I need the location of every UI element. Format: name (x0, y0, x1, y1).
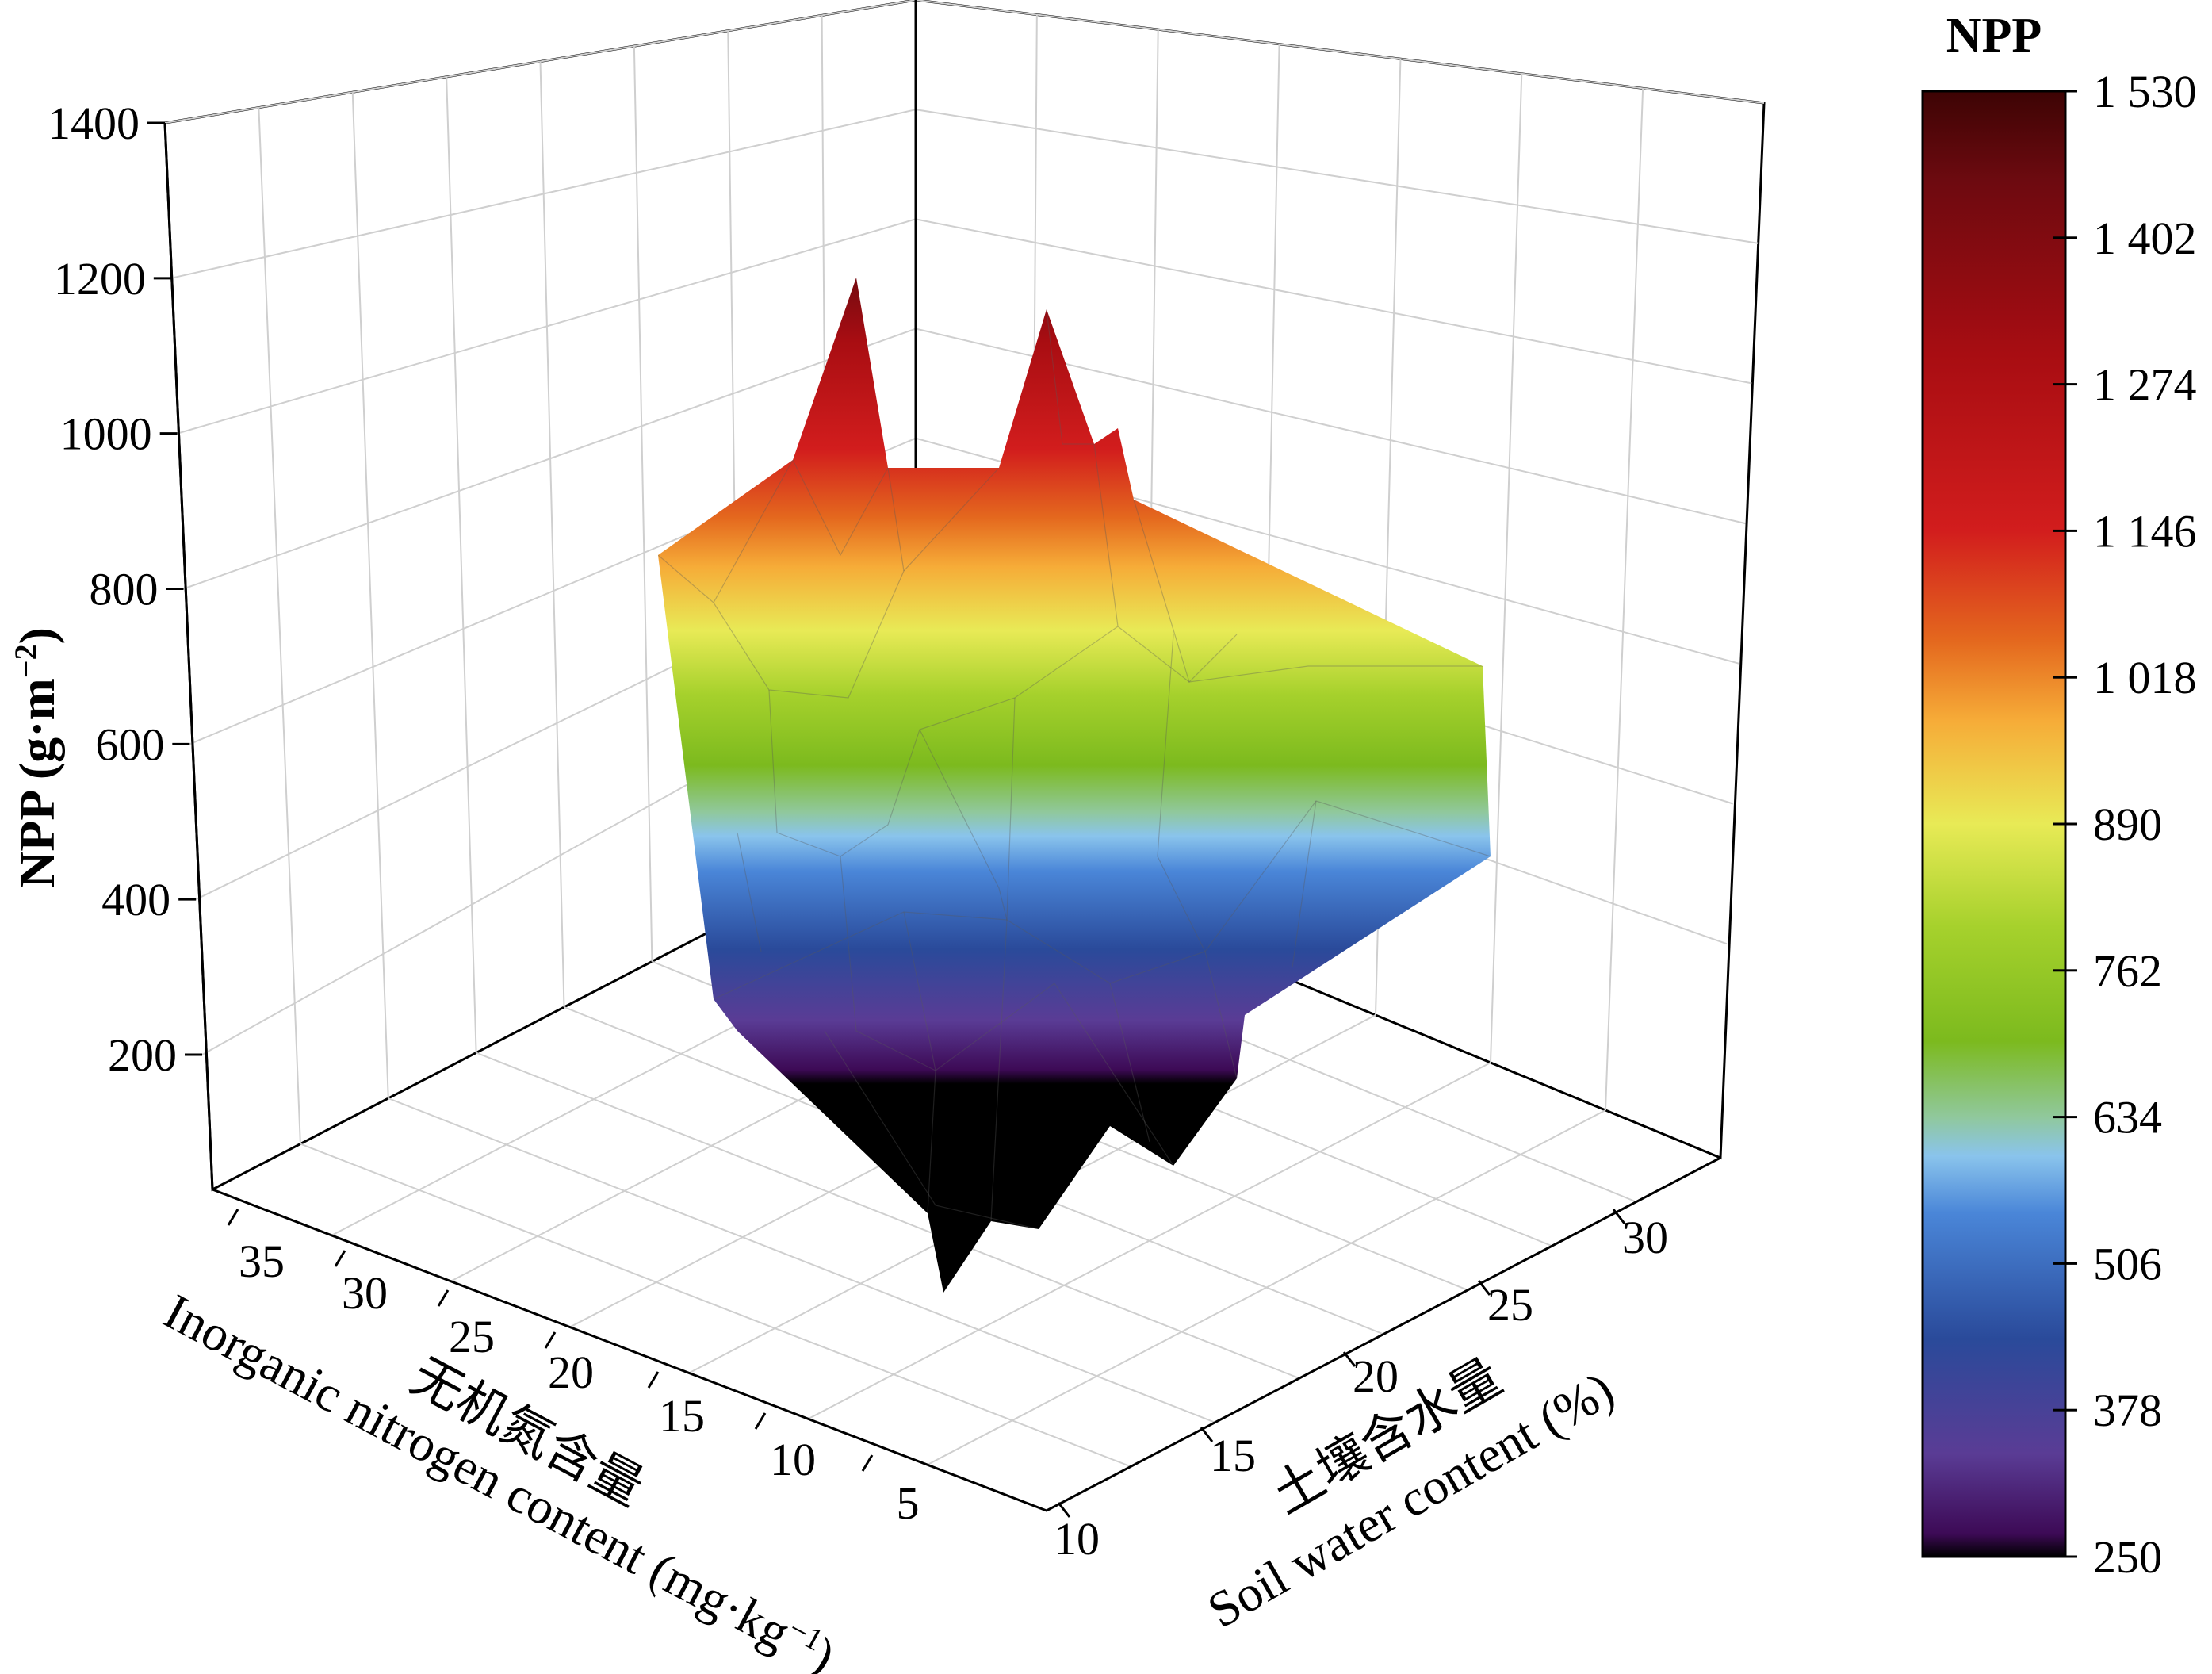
colorbar-title: NPP (1946, 9, 2042, 63)
x-axis-title-en: Inorganic nitrogen content (mg·kg−1) (155, 1282, 844, 1674)
colorbar-tick-label: 1 018 (2093, 652, 2197, 703)
z-axis-ticks: 200 400 600 800 1000 1200 1400 (48, 98, 202, 1081)
y-tick-mark (1057, 1502, 1071, 1518)
y-tick-label: 15 (1210, 1430, 1256, 1481)
x-tick-label: 20 (548, 1346, 594, 1398)
x-tick-label: 35 (239, 1235, 285, 1287)
y-tick-mark (1200, 1427, 1214, 1442)
colorbar-tick-label: 1 402 (2093, 213, 2197, 264)
z-tick-label: 200 (108, 1029, 177, 1081)
z-tick-label: 1000 (60, 408, 152, 460)
colorbar: NPP 1 530 1 402 1 274 1 146 1 018 890 762 634 50… (1921, 9, 2197, 1583)
z-tick-label: 600 (95, 718, 164, 770)
x-tick-mark (647, 1371, 660, 1389)
colorbar-ticks: 1 530 1 402 1 274 1 146 1 018 890 762 634 506 378… (2053, 66, 2197, 1583)
x-tick-mark (437, 1289, 450, 1307)
x-tick-mark (861, 1454, 874, 1472)
z-tick-label: 1200 (54, 253, 146, 305)
colorbar-tick-label: 634 (2093, 1092, 2162, 1143)
y-tick-mark (1477, 1280, 1491, 1296)
colorbar-tick-label: 506 (2093, 1238, 2162, 1289)
x-tick-mark (334, 1250, 346, 1267)
z-tick-label: 1400 (48, 98, 140, 149)
z-tick-label: 400 (101, 874, 170, 925)
y-tick-mark (1342, 1351, 1357, 1367)
x-tick-mark (227, 1209, 239, 1226)
grid-left (164, 0, 917, 1144)
colorbar-gradient (1923, 91, 2065, 1557)
surface-facet-lines (658, 308, 1491, 1230)
colorbar-tick-label: 1 274 (2093, 359, 2197, 411)
y-tick-mark (1612, 1209, 1626, 1224)
x-tick-mark (754, 1412, 767, 1430)
left-frame-edge (163, 122, 214, 1190)
x-tick-label: 15 (659, 1390, 705, 1442)
y-tick-label: 10 (1054, 1513, 1100, 1565)
y-tick-label: 25 (1487, 1279, 1533, 1331)
colorbar-tick-label: 378 (2093, 1385, 2162, 1436)
colorbar-tick-label: 1 530 (2093, 66, 2197, 117)
colorbar-tick-label: 250 (2093, 1531, 2162, 1583)
colorbar-tick-label: 890 (2093, 799, 2162, 850)
floor-front-edge (212, 1156, 1721, 1512)
x-tick-label: 30 (342, 1267, 388, 1319)
y-tick-label: 20 (1353, 1350, 1399, 1402)
z-axis-title: NPP (g·m−2) (8, 627, 65, 888)
x-tick-mark (544, 1331, 557, 1349)
y-tick-label: 30 (1622, 1212, 1668, 1263)
colorbar-tick-label: 762 (2093, 945, 2162, 997)
z-tick-label: 800 (90, 564, 159, 615)
x-tick-label: 25 (449, 1311, 495, 1362)
y-axis-ticks: 10 15 20 25 30 (1054, 1209, 1668, 1565)
x-tick-label: 5 (897, 1477, 920, 1529)
x-tick-label: 10 (770, 1434, 816, 1485)
colorbar-tick-label: 1 146 (2093, 505, 2197, 557)
x-axis-ticks: 35 30 25 20 15 10 5 (227, 1209, 920, 1529)
